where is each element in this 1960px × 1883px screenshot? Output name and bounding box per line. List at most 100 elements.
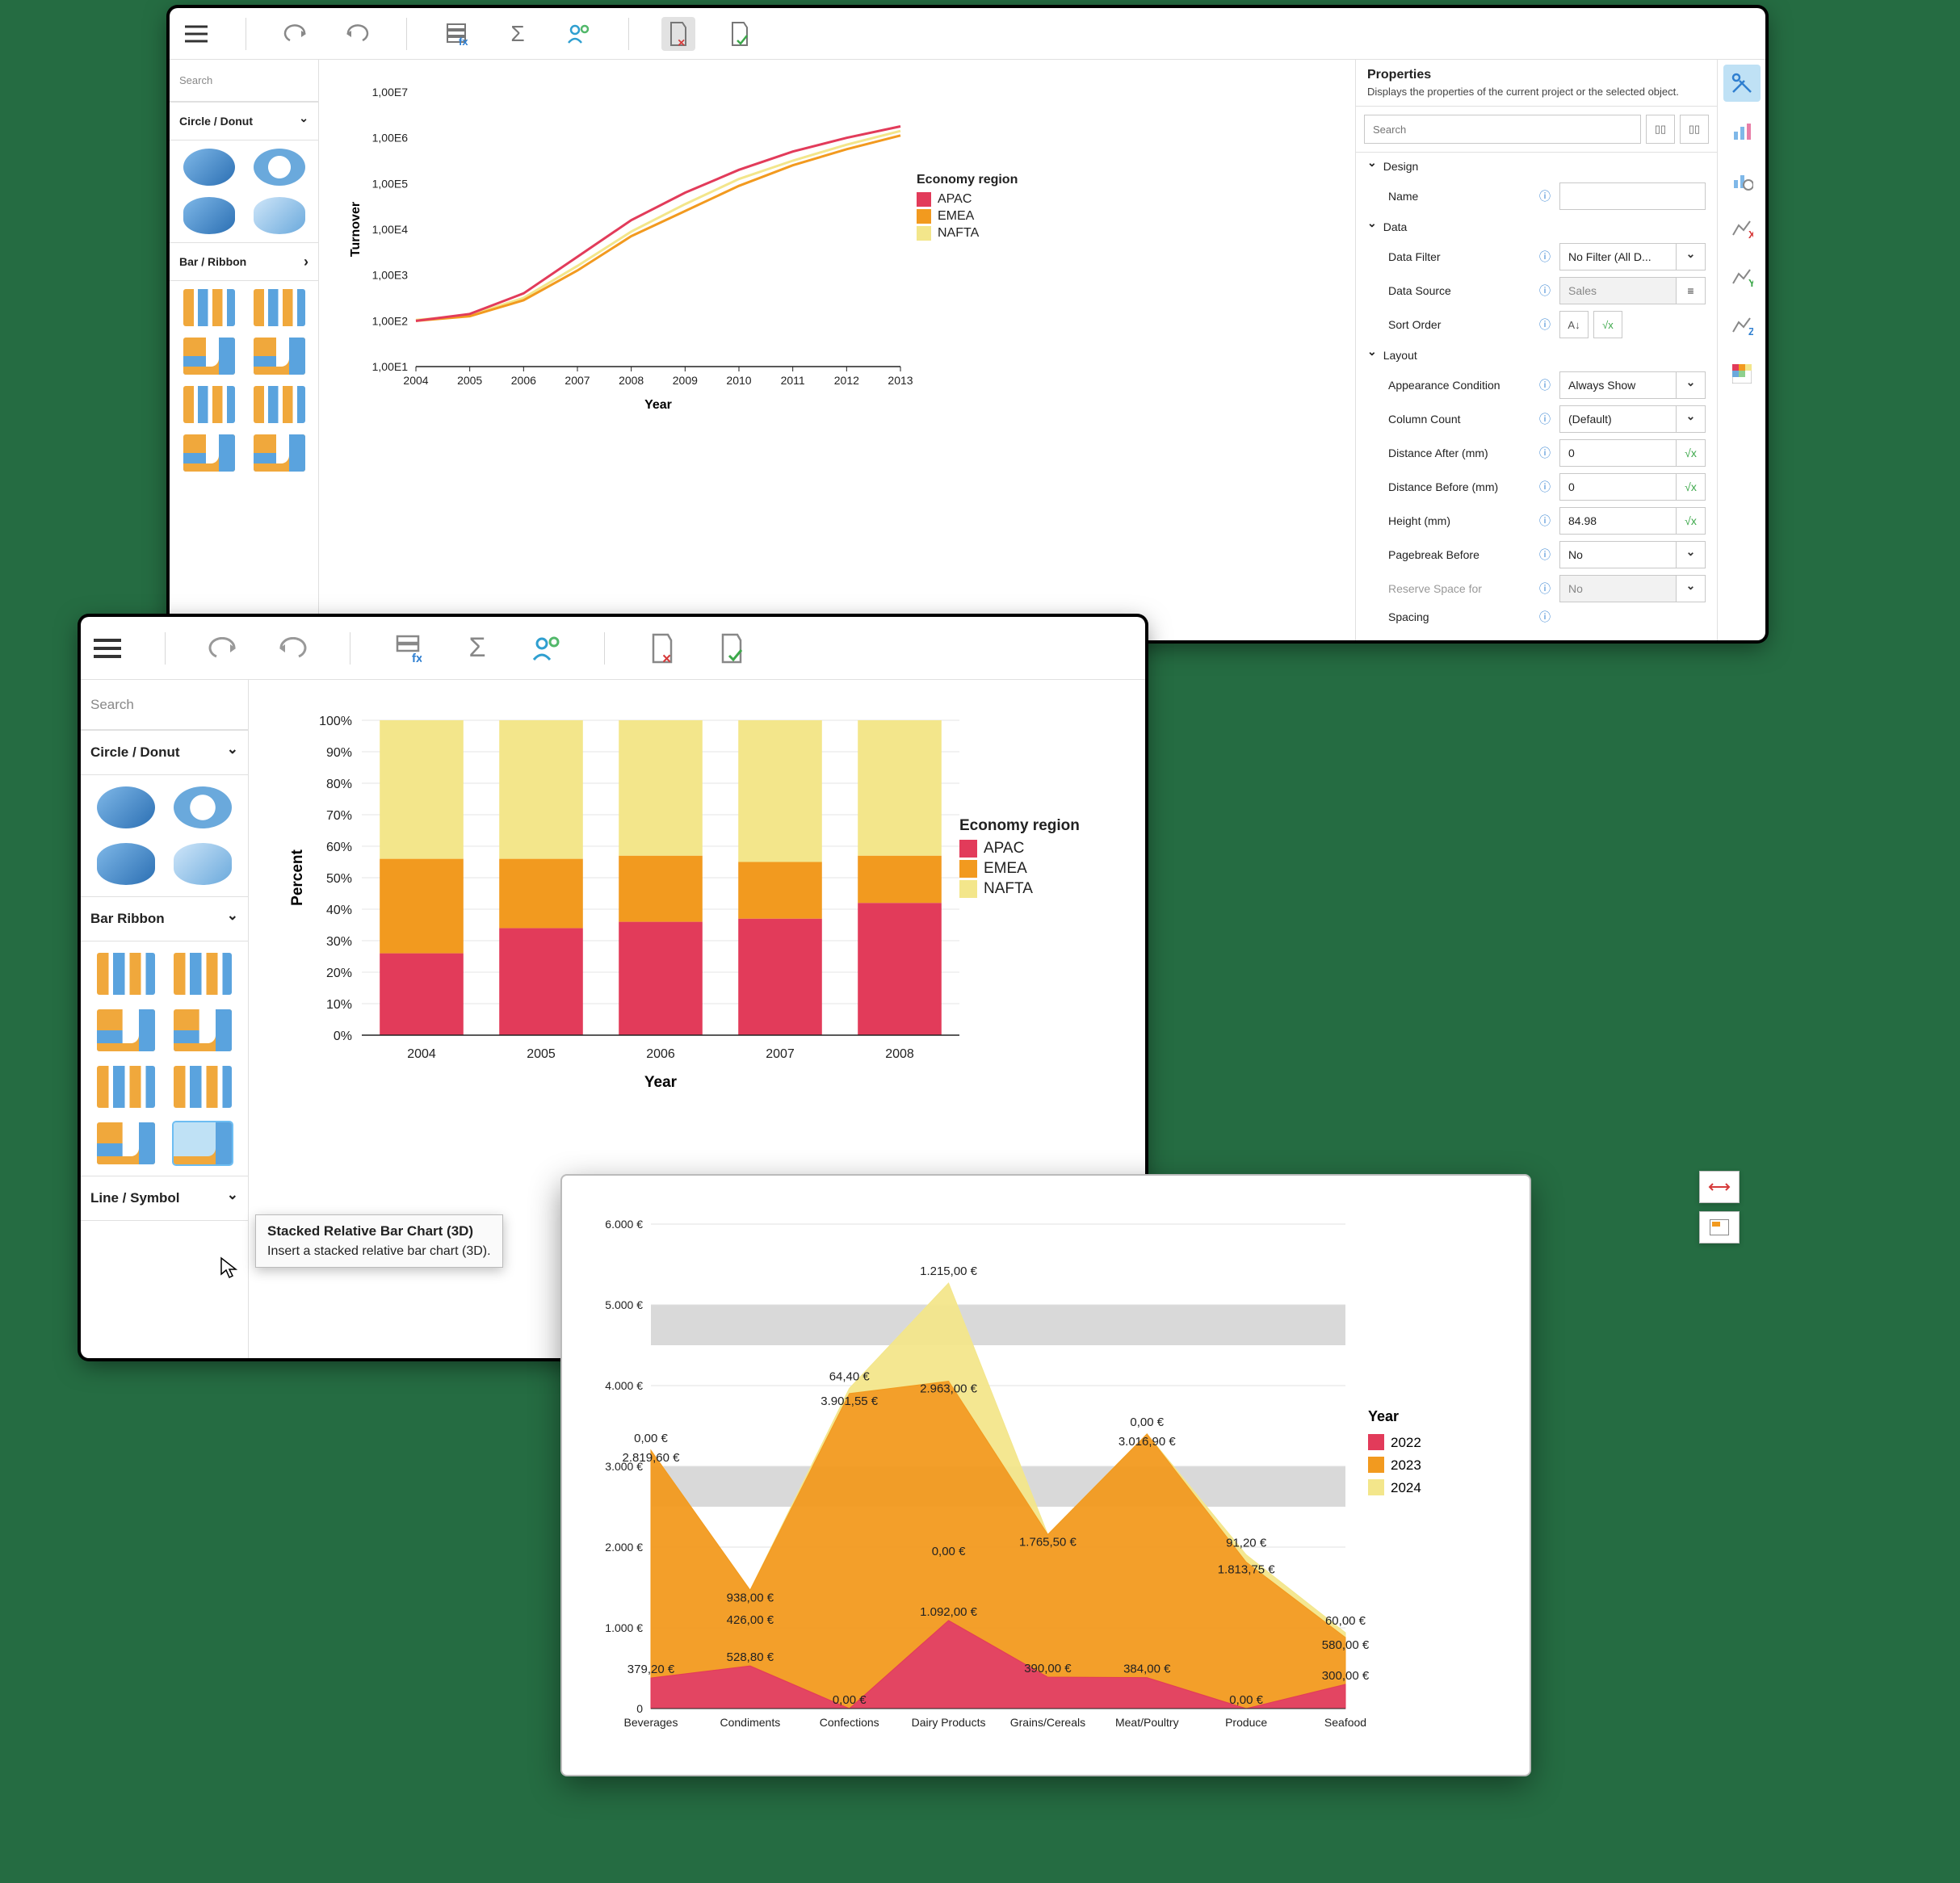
sum-icon[interactable]: Σ: [460, 631, 494, 665]
thumb-bar-6[interactable]: [174, 1066, 232, 1108]
x-axis-icon[interactable]: X: [1723, 210, 1761, 247]
page-delete-icon[interactable]: ×: [645, 631, 679, 665]
info-icon[interactable]: ⓘ: [1537, 317, 1553, 333]
thumb-donut[interactable]: [254, 149, 305, 186]
properties-search-input[interactable]: [1364, 115, 1641, 144]
page-delete-icon[interactable]: ×: [661, 17, 695, 51]
group-design[interactable]: Design: [1356, 153, 1717, 179]
thumb-bar-4[interactable]: [174, 1009, 232, 1051]
chevron-down-icon: [227, 1190, 238, 1206]
thumb-pie[interactable]: [97, 786, 155, 828]
chart-config-icon[interactable]: [1723, 113, 1761, 150]
hamburger-menu-icon[interactable]: [90, 631, 124, 665]
sum-icon[interactable]: Σ: [501, 17, 535, 51]
info-icon[interactable]: ⓘ: [1537, 283, 1553, 299]
thumb-bar-7[interactable]: [183, 434, 235, 472]
svg-text:Seafood: Seafood: [1324, 1716, 1366, 1729]
thumb-pie[interactable]: [183, 149, 235, 186]
dropdown-button[interactable]: [1676, 372, 1705, 398]
thumb-donut-3d[interactable]: [174, 843, 232, 885]
list-button-icon[interactable]: ≡: [1676, 278, 1705, 304]
chart-gear-icon[interactable]: [1723, 161, 1761, 199]
prop-pagebreak-value[interactable]: No: [1560, 548, 1676, 561]
color-grid-icon[interactable]: [1723, 355, 1761, 392]
page-check-icon[interactable]: [715, 631, 749, 665]
sidebar-search[interactable]: Search: [170, 60, 318, 102]
svg-text:91,20 €: 91,20 €: [1226, 1537, 1267, 1550]
formula-button[interactable]: √x: [1676, 440, 1705, 466]
section-line-symbol[interactable]: Line / Symbol: [81, 1176, 248, 1221]
prop-colcount-value[interactable]: (Default): [1560, 413, 1676, 426]
thumb-donut-3d[interactable]: [254, 197, 305, 234]
dropdown-button[interactable]: [1676, 244, 1705, 270]
undo-icon[interactable]: [279, 17, 313, 51]
undo-icon[interactable]: [206, 631, 240, 665]
dropdown-button[interactable]: [1676, 406, 1705, 432]
redo-icon[interactable]: [340, 17, 374, 51]
props-toggle-2-icon[interactable]: ▯▯: [1680, 115, 1709, 144]
info-icon[interactable]: ⓘ: [1537, 581, 1553, 597]
prop-before-value[interactable]: 0: [1560, 480, 1676, 493]
group-data[interactable]: Data: [1356, 213, 1717, 240]
props-toggle-1-icon[interactable]: ▯▯: [1646, 115, 1675, 144]
section-circle-donut[interactable]: Circle / Donut: [170, 102, 318, 140]
thumb-bar-7[interactable]: [97, 1122, 155, 1164]
thumb-bar-1[interactable]: [183, 289, 235, 326]
info-icon[interactable]: ⓘ: [1537, 609, 1553, 625]
info-icon[interactable]: ⓘ: [1537, 377, 1553, 393]
properties-desc: Displays the properties of the current p…: [1367, 86, 1706, 98]
svg-text:60,00 €: 60,00 €: [1325, 1614, 1366, 1628]
users-icon[interactable]: [530, 631, 564, 665]
info-icon[interactable]: ⓘ: [1537, 513, 1553, 529]
prop-filter-value[interactable]: No Filter (All D...: [1560, 250, 1676, 263]
section-bar-ribbon[interactable]: Bar Ribbon: [81, 896, 248, 941]
thumb-pie-3d[interactable]: [183, 197, 235, 234]
thumb-bar-6[interactable]: [254, 386, 305, 423]
hresize-icon[interactable]: [1699, 1171, 1740, 1203]
thumb-bar-5[interactable]: [183, 386, 235, 423]
y-axis-icon[interactable]: Y: [1723, 258, 1761, 296]
thumb-bar-2[interactable]: [174, 953, 232, 995]
dropdown-button[interactable]: [1676, 542, 1705, 568]
thumb-donut[interactable]: [174, 786, 232, 828]
redo-icon[interactable]: [275, 631, 309, 665]
formula-button[interactable]: √x: [1593, 311, 1622, 338]
sidebar-search[interactable]: Search: [81, 680, 248, 730]
thumb-bar-2[interactable]: [254, 289, 305, 326]
page-check-icon[interactable]: [723, 17, 757, 51]
info-icon[interactable]: ⓘ: [1537, 547, 1553, 563]
thumb-bar-4[interactable]: [254, 338, 305, 375]
svg-text:1.215,00 €: 1.215,00 €: [920, 1264, 978, 1278]
svg-text:300,00 €: 300,00 €: [1322, 1669, 1370, 1683]
thumb-pie-3d[interactable]: [97, 843, 155, 885]
section-bar-ribbon[interactable]: Bar / Ribbon: [170, 242, 318, 281]
tools-icon[interactable]: [1723, 65, 1761, 102]
datasource-icon[interactable]: fx: [391, 631, 425, 665]
sort-az-button[interactable]: A↓: [1559, 311, 1589, 338]
thumb-bar-8[interactable]: [254, 434, 305, 472]
formula-button[interactable]: √x: [1676, 508, 1705, 534]
thumb-bar-3[interactable]: [97, 1009, 155, 1051]
datasource-icon[interactable]: fx: [439, 17, 473, 51]
panel-icon[interactable]: [1699, 1211, 1740, 1243]
thumb-stacked-relative-3d[interactable]: [174, 1122, 232, 1164]
section-circle-donut[interactable]: Circle / Donut: [81, 730, 248, 775]
svg-text:1,00E7: 1,00E7: [372, 86, 409, 99]
prop-height-value[interactable]: 84.98: [1560, 514, 1676, 527]
z-axis-icon[interactable]: Z: [1723, 307, 1761, 344]
group-layout[interactable]: Layout: [1356, 342, 1717, 368]
info-icon[interactable]: ⓘ: [1537, 249, 1553, 265]
prop-after-value[interactable]: 0: [1560, 447, 1676, 459]
thumb-bar-1[interactable]: [97, 953, 155, 995]
hamburger-menu-icon[interactable]: [179, 17, 213, 51]
formula-button[interactable]: √x: [1676, 474, 1705, 500]
thumb-bar-3[interactable]: [183, 338, 235, 375]
info-icon[interactable]: ⓘ: [1537, 479, 1553, 495]
info-icon[interactable]: ⓘ: [1537, 188, 1553, 204]
info-icon[interactable]: ⓘ: [1537, 445, 1553, 461]
prop-appearance-value[interactable]: Always Show: [1560, 379, 1676, 392]
users-icon[interactable]: [562, 17, 596, 51]
info-icon[interactable]: ⓘ: [1537, 411, 1553, 427]
thumb-bar-5[interactable]: [97, 1066, 155, 1108]
prop-filter-label: Data Filter: [1388, 250, 1530, 263]
